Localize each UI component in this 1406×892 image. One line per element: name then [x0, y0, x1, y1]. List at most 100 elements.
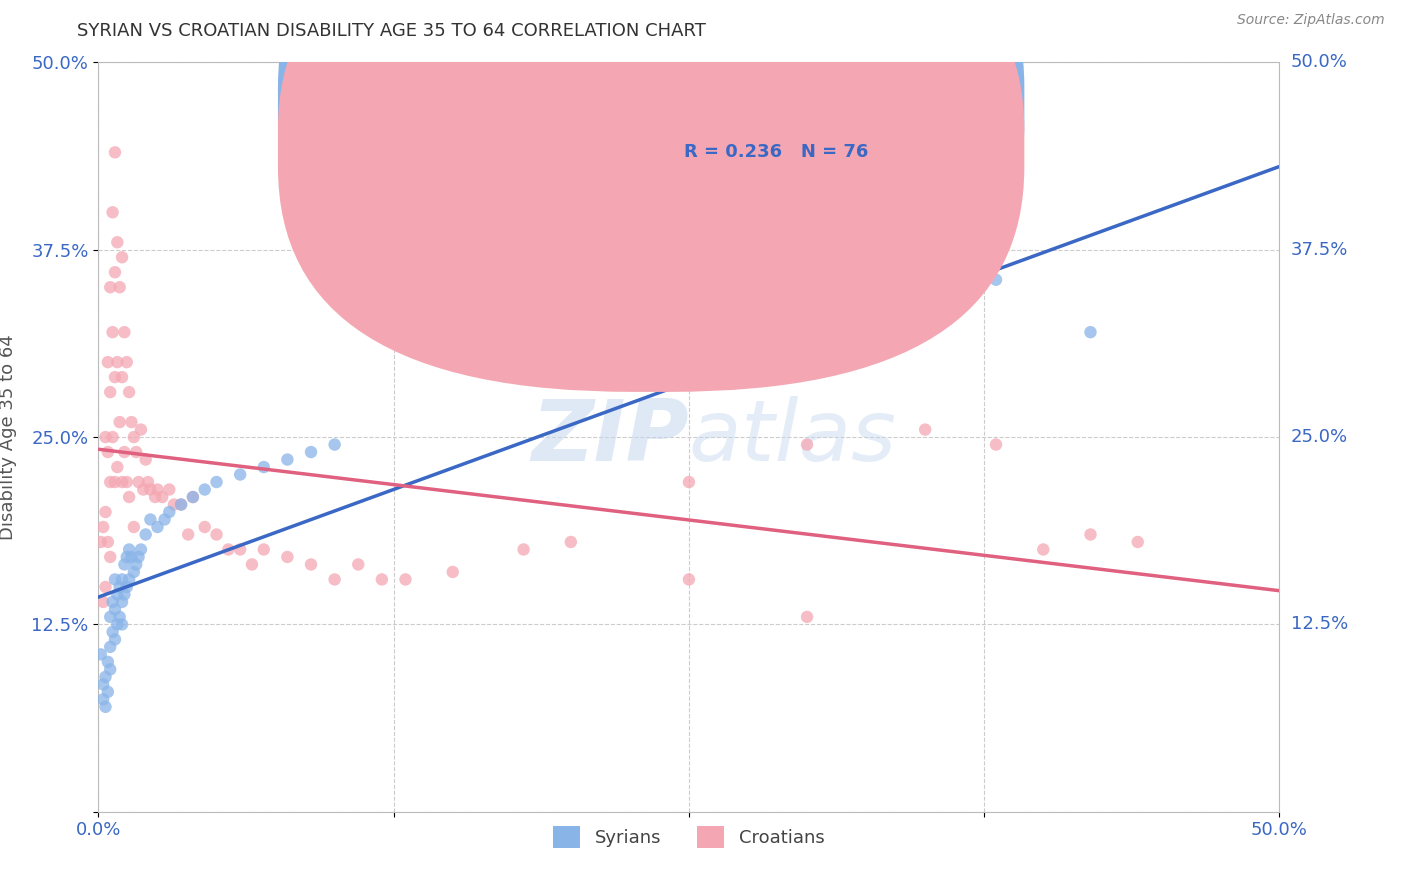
Point — [101, 624, 124, 639]
Text: 50.0%: 50.0% — [1291, 54, 1347, 71]
Point — [205, 527, 228, 541]
Point — [129, 423, 152, 437]
Point — [157, 483, 180, 497]
Point — [108, 610, 131, 624]
Point — [229, 542, 252, 557]
Point — [796, 610, 818, 624]
Point — [94, 580, 117, 594]
Point — [98, 662, 121, 676]
Point — [104, 632, 127, 647]
Point — [129, 542, 152, 557]
Point — [108, 280, 131, 294]
Point — [97, 445, 120, 459]
Point — [104, 475, 127, 489]
Point — [181, 490, 204, 504]
Point — [94, 699, 117, 714]
Point — [115, 580, 138, 594]
Point — [108, 415, 131, 429]
Point — [118, 573, 141, 587]
Point — [115, 355, 138, 369]
Point — [323, 437, 346, 451]
Point — [796, 437, 818, 451]
Point — [112, 445, 135, 459]
Point — [441, 565, 464, 579]
Text: ZIP: ZIP — [531, 395, 689, 479]
Point — [163, 498, 186, 512]
Point — [143, 490, 166, 504]
Point — [97, 535, 120, 549]
Point — [139, 483, 162, 497]
Text: 12.5%: 12.5% — [1291, 615, 1348, 633]
Point — [347, 558, 370, 572]
Point — [240, 558, 263, 572]
Point — [121, 415, 143, 429]
Point — [97, 685, 120, 699]
Point — [118, 490, 141, 504]
Point — [323, 573, 346, 587]
Point — [112, 558, 135, 572]
Point — [1080, 527, 1102, 541]
Point — [512, 542, 534, 557]
Point — [194, 520, 217, 534]
Point — [128, 475, 150, 489]
Point — [371, 573, 394, 587]
Point — [299, 558, 322, 572]
Point — [98, 475, 121, 489]
Point — [135, 452, 157, 467]
Point — [104, 265, 127, 279]
Point — [121, 549, 143, 564]
Point — [111, 475, 134, 489]
Point — [122, 520, 145, 534]
Point — [253, 460, 276, 475]
Point — [1080, 325, 1102, 339]
Point — [94, 430, 117, 444]
Point — [914, 423, 936, 437]
Point — [678, 475, 700, 489]
Point — [111, 595, 134, 609]
Point — [229, 467, 252, 482]
FancyBboxPatch shape — [278, 0, 1025, 392]
Point — [984, 437, 1007, 451]
Point — [91, 595, 114, 609]
Point — [104, 573, 127, 587]
Point — [105, 617, 128, 632]
Point — [98, 610, 121, 624]
Point — [115, 549, 138, 564]
Point — [104, 145, 127, 160]
Text: SYRIAN VS CROATIAN DISABILITY AGE 35 TO 64 CORRELATION CHART: SYRIAN VS CROATIAN DISABILITY AGE 35 TO … — [77, 22, 706, 40]
Point — [98, 640, 121, 654]
Point — [98, 549, 121, 564]
Point — [157, 505, 180, 519]
Point — [112, 325, 135, 339]
Point — [122, 565, 145, 579]
Point — [150, 490, 173, 504]
Point — [394, 573, 416, 587]
Point — [105, 235, 128, 250]
Point — [101, 430, 124, 444]
Point — [205, 475, 228, 489]
Point — [118, 385, 141, 400]
Y-axis label: Disability Age 35 to 64: Disability Age 35 to 64 — [0, 334, 17, 540]
Point — [177, 527, 200, 541]
Point — [276, 452, 298, 467]
Point — [153, 512, 176, 526]
Point — [299, 445, 322, 459]
Point — [118, 542, 141, 557]
Point — [91, 677, 114, 691]
Point — [146, 520, 169, 534]
Text: atlas: atlas — [689, 395, 897, 479]
Point — [678, 573, 700, 587]
Point — [1126, 535, 1149, 549]
Point — [91, 692, 114, 706]
Legend: Syrians, Croatians: Syrians, Croatians — [546, 819, 832, 855]
Point — [111, 617, 134, 632]
Point — [105, 460, 128, 475]
Point — [98, 385, 121, 400]
Point — [101, 325, 124, 339]
Point — [104, 602, 127, 616]
Point — [90, 535, 112, 549]
Text: 25.0%: 25.0% — [1291, 428, 1348, 446]
Point — [101, 205, 124, 219]
Point — [97, 655, 120, 669]
Point — [125, 445, 148, 459]
